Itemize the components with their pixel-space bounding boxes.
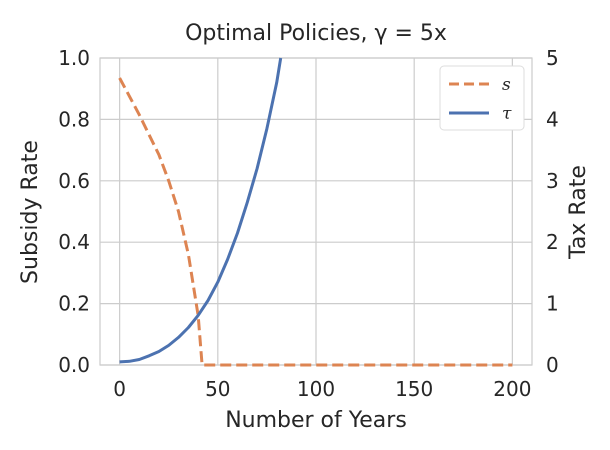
y-axis-label-left: Subsidy Rate [18, 140, 43, 284]
x-tick-label-3: 150 [395, 377, 433, 401]
y-right-tick-label-5: 5 [546, 46, 559, 70]
chart-title: Optimal Policies, γ = 5x [185, 21, 447, 46]
series-layer [118, 57, 513, 367]
x-axis-label: Number of Years [225, 408, 407, 433]
y-right-tick-label-3: 3 [546, 169, 559, 193]
legend-label-tau: τ [502, 104, 512, 124]
tick-labels: 0 50 100 150 200 0.0 0.2 0.4 0.6 0.8 1.0 0 1 2 3 4 5 [58, 46, 559, 401]
legend: s τ [439, 65, 525, 131]
x-tick-label-2: 100 [297, 377, 335, 401]
legend-label-s: s [502, 75, 511, 95]
x-tick-label-0: 0 [113, 377, 126, 401]
y-right-tick-label-4: 4 [546, 107, 559, 131]
y-axis-label-right: Tax Rate [566, 165, 591, 260]
y-left-tick-label-5: 1.0 [58, 46, 90, 70]
series-line-tau [119, 57, 283, 364]
axes-frame [99, 57, 533, 366]
series-line-s [118, 77, 513, 367]
plot-area-border [99, 57, 533, 366]
x-tick-label-1: 50 [205, 377, 230, 401]
x-tick-label-4: 200 [493, 377, 531, 401]
y-left-tick-label-0: 0.0 [58, 353, 90, 377]
y-right-tick-label-1: 1 [546, 292, 559, 316]
y-left-tick-label-4: 0.8 [58, 107, 90, 131]
y-left-tick-label-1: 0.2 [58, 292, 90, 316]
y-left-tick-label-3: 0.6 [58, 169, 90, 193]
y-right-tick-label-2: 2 [546, 230, 559, 254]
y-left-tick-label-2: 0.4 [58, 230, 90, 254]
y-right-tick-label-0: 0 [546, 353, 559, 377]
